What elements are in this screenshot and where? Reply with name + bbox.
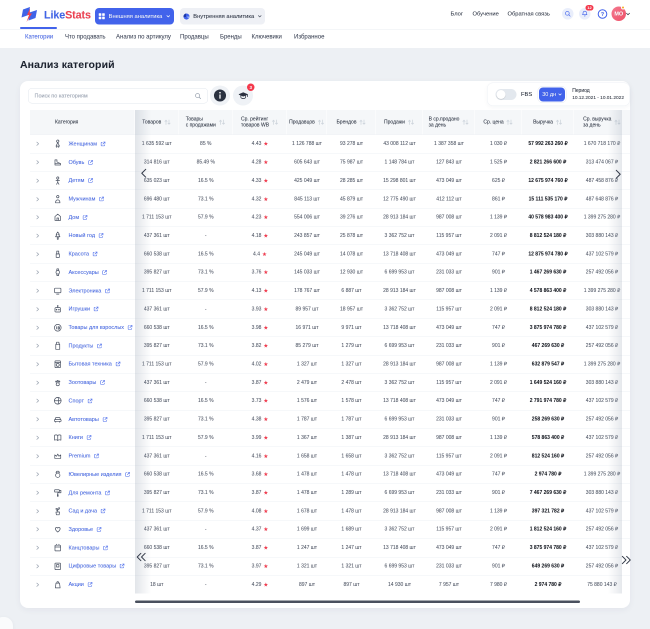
svg-text:?: ? (601, 12, 604, 18)
